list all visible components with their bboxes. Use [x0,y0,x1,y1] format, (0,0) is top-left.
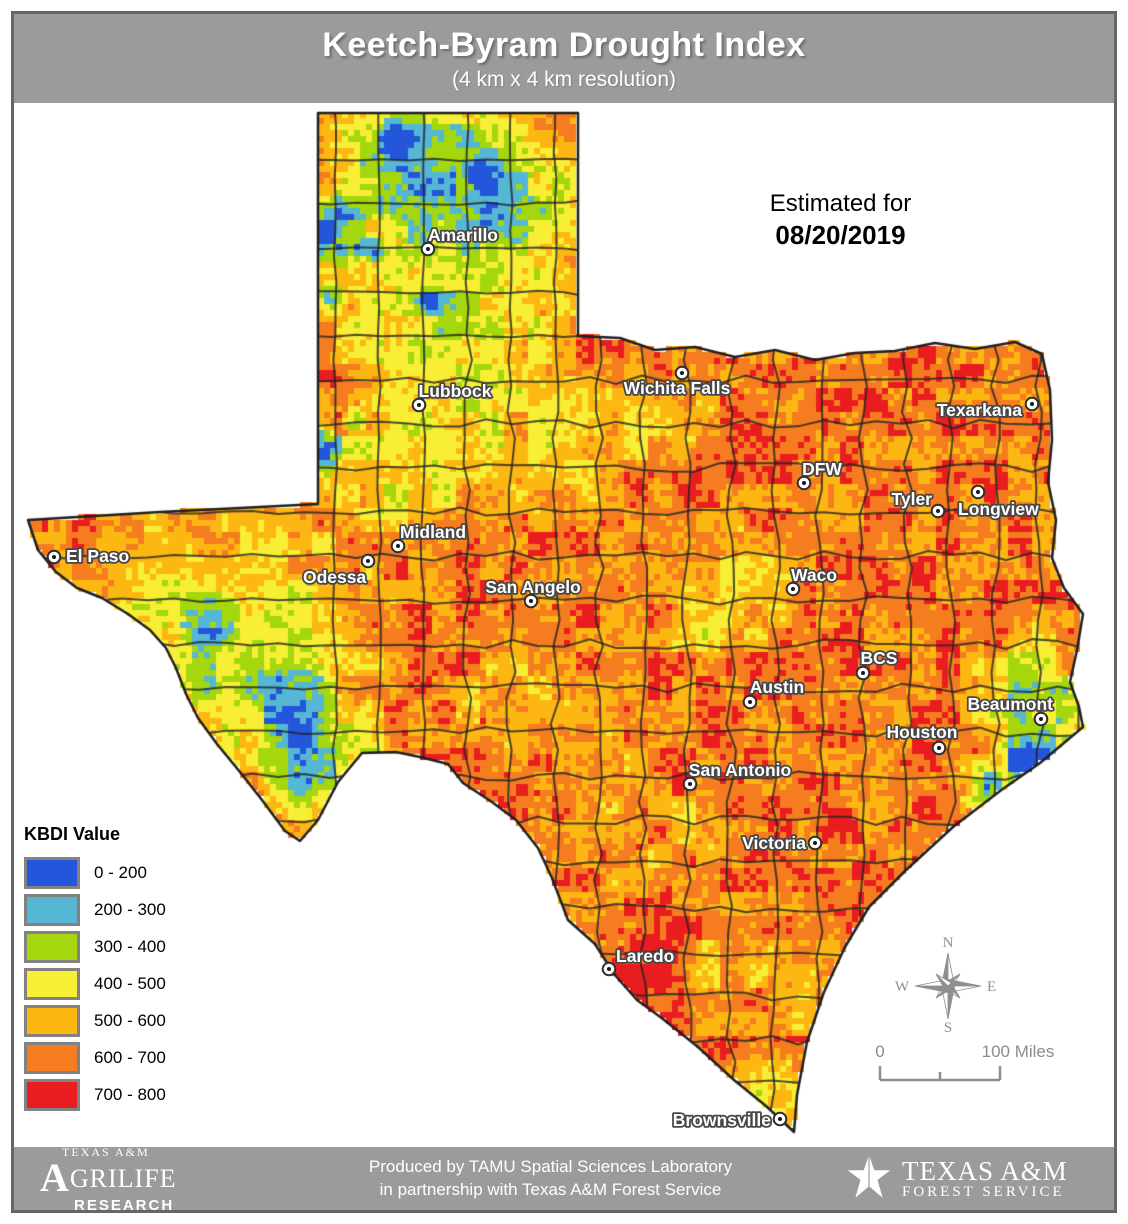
legend-item: 700 - 800 [24,1078,166,1111]
credit-line2: in partnership with Texas A&M Forest Ser… [379,1180,722,1199]
legend-item: 200 - 300 [24,893,166,926]
legend-swatch [24,1078,80,1111]
credit-line1: Produced by TAMU Spatial Sciences Labora… [368,1157,733,1177]
legend-item: 0 - 200 [24,856,166,889]
agrilife-logo-line2: AGRILIFE [40,1154,255,1200]
forest-service-star-icon [847,1155,891,1202]
agrilife-research-logo: TEXAS A&M AGRILIFE RESEARCH [14,1146,255,1213]
legend-swatch [24,893,80,926]
forest-service-line1: TEXAS A&M [902,1155,1068,1186]
estimated-date: 08/20/2019 [775,220,906,250]
legend-label: 700 - 800 [94,1084,166,1104]
agrilife-grilife-text: GRILIFE [69,1163,177,1193]
legend-swatch [24,1004,80,1037]
estimated-for-label: Estimated for [769,190,912,217]
page-subtitle: (4 km x 4 km resolution) [451,68,677,91]
forest-service-line2: FOREST SERVICE [902,1184,1065,1201]
legend-title: KBDI Value [24,824,121,844]
forest-service-logo: TEXAS A&M FOREST SERVICE [846,1153,1114,1205]
legend-label: 600 - 700 [94,1047,166,1067]
legend-label: 0 - 200 [94,862,147,882]
footer-bar: TEXAS A&M AGRILIFE RESEARCH Produced by … [14,1146,1114,1213]
legend-rows: 0 - 200 200 - 300 300 - 400 400 - 500 500 - … [24,856,166,1111]
page-title: Keetch-Byram Drought Index [322,26,806,64]
legend-item: 600 - 700 [24,1041,166,1074]
legend-label: 500 - 600 [94,1010,166,1030]
legend-item: 500 - 600 [24,1004,166,1037]
legend-swatch [24,967,80,1000]
map-title-bar: Keetch-Byram Drought Index (4 km x 4 km … [14,14,1114,103]
legend-swatch [24,856,80,889]
legend-swatch [24,930,80,963]
legend-item: 300 - 400 [24,930,166,963]
legend-label: 400 - 500 [94,973,166,993]
credit-text: Produced by TAMU Spatial Sciences Labora… [255,1156,846,1202]
forest-service-text: TEXAS A&M FOREST SERVICE [902,1157,1068,1201]
estimated-date-annotation: Estimated for 08/20/2019 [713,190,968,251]
legend-label: 300 - 400 [94,936,166,956]
legend-swatch [24,1041,80,1074]
agrilife-logo-line1: TEXAS A&M [62,1144,150,1159]
agrilife-logo-line3: RESEARCH [74,1196,175,1214]
legend-item: 400 - 500 [24,967,166,1000]
legend-label: 200 - 300 [94,899,166,919]
kbdi-legend: KBDI Value 0 - 200 200 - 300 300 - 400 400 … [24,824,166,1118]
agrilife-big-a: A [40,1154,70,1200]
